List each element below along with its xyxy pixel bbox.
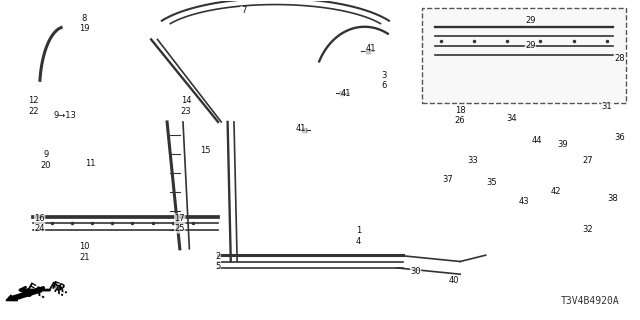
Text: 38: 38 — [608, 194, 618, 203]
Text: FR.: FR. — [25, 282, 48, 301]
Text: 15: 15 — [200, 146, 211, 155]
Text: 2
5: 2 5 — [216, 252, 221, 271]
Text: 33: 33 — [468, 156, 478, 164]
Text: 7: 7 — [241, 6, 246, 15]
Text: 1
4: 1 4 — [356, 227, 361, 246]
Text: 9
20: 9 20 — [41, 150, 51, 170]
Text: 29: 29 — [525, 16, 536, 25]
Bar — [422, 8, 626, 103]
Text: 14
23: 14 23 — [181, 96, 191, 116]
Text: 8
19: 8 19 — [79, 14, 90, 33]
Text: 41: 41 — [365, 44, 376, 53]
Text: 43: 43 — [518, 197, 529, 206]
Text: 37: 37 — [442, 174, 453, 184]
Text: 44: 44 — [531, 136, 542, 146]
Text: 31: 31 — [602, 101, 612, 111]
Text: 10
21: 10 21 — [79, 242, 90, 262]
Text: 28: 28 — [614, 54, 625, 63]
Text: 9→13: 9→13 — [54, 111, 77, 120]
Text: 41: 41 — [340, 89, 351, 98]
Text: 12
22: 12 22 — [28, 96, 38, 116]
Text: 17
25: 17 25 — [175, 214, 185, 233]
Text: 42: 42 — [550, 187, 561, 196]
Text: 36: 36 — [614, 133, 625, 142]
Text: 35: 35 — [487, 178, 497, 187]
Text: FR.: FR. — [46, 281, 67, 299]
Text: 41: 41 — [296, 124, 306, 133]
Text: 16
24: 16 24 — [35, 214, 45, 233]
Text: 29: 29 — [525, 41, 536, 50]
Text: 39: 39 — [557, 140, 568, 148]
Text: 34: 34 — [506, 114, 516, 123]
Text: FR.: FR. — [49, 281, 70, 296]
Text: 18
26: 18 26 — [455, 106, 465, 125]
Text: 30: 30 — [410, 267, 421, 276]
Text: 27: 27 — [582, 156, 593, 164]
FancyArrow shape — [6, 288, 42, 301]
Text: 3
6: 3 6 — [381, 71, 387, 90]
Text: 40: 40 — [449, 276, 459, 285]
Text: 32: 32 — [582, 225, 593, 234]
Text: 11: 11 — [85, 159, 96, 168]
Text: T3V4B4920A: T3V4B4920A — [561, 296, 620, 306]
